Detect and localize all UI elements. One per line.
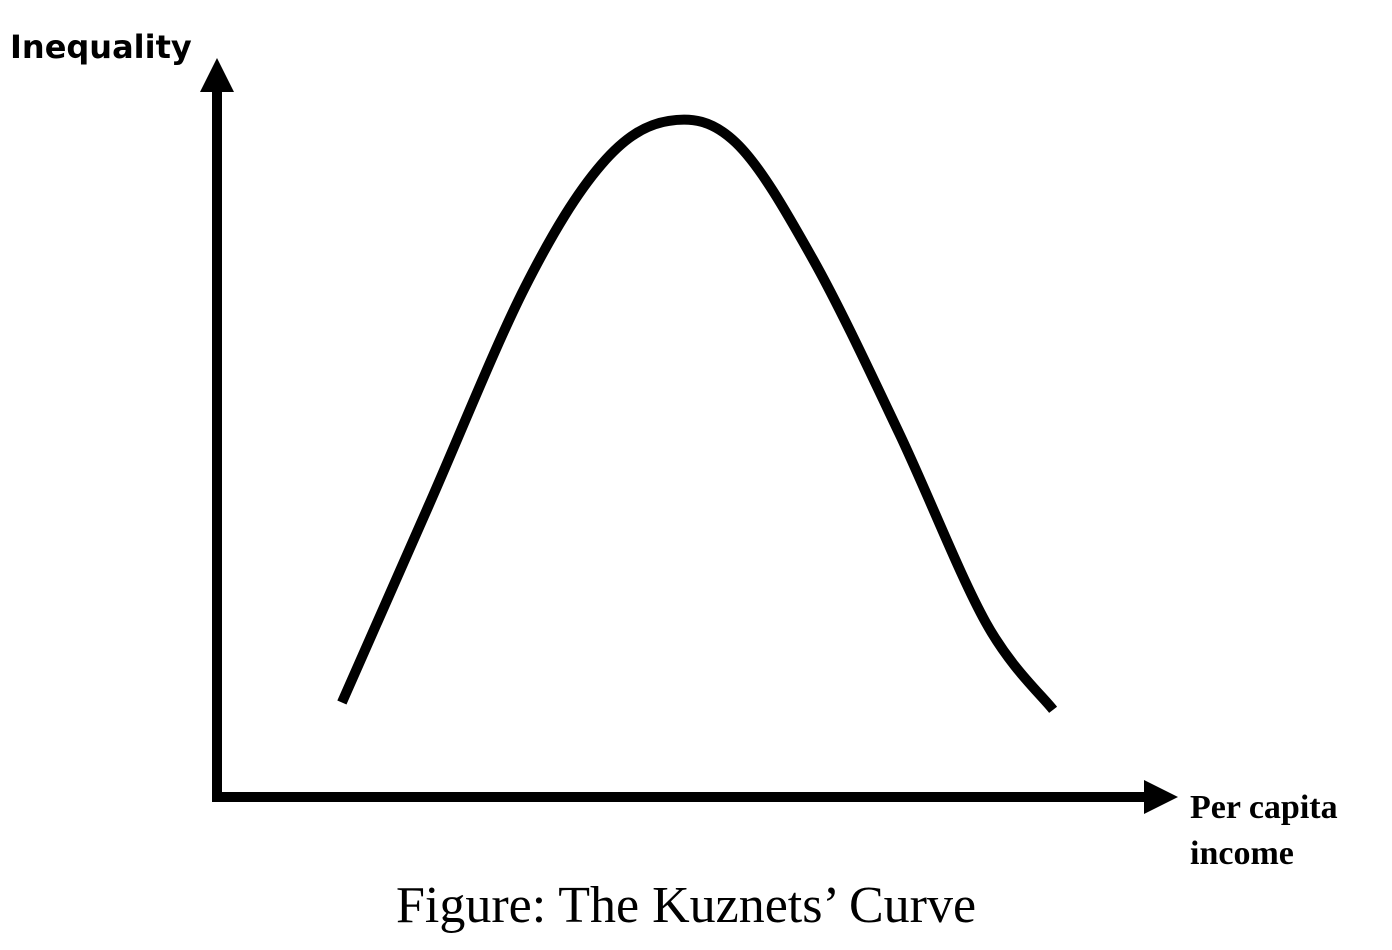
x-axis-label-line-1: Per capita	[1190, 789, 1338, 826]
y-axis-label: Inequality	[10, 28, 192, 66]
figure-caption: Figure: The Kuznets’ Curve	[396, 877, 976, 934]
x-axis-arrowhead	[1144, 780, 1178, 814]
kuznets-curve-line	[337, 114, 1058, 713]
y-axis-arrowhead	[200, 58, 234, 92]
x-axis-label-line-2: income	[1190, 835, 1294, 872]
